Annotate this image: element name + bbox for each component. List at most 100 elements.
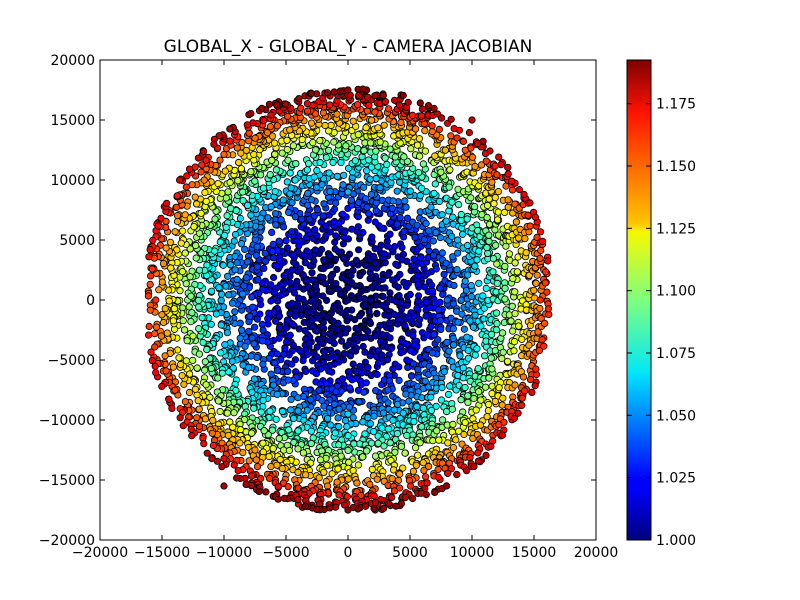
scatter-point: [456, 352, 464, 360]
scatter-point: [473, 256, 481, 264]
scatter-point: [171, 228, 179, 236]
scatter-point: [302, 277, 311, 285]
scatter-point: [435, 306, 443, 314]
scatter-point: [249, 303, 257, 311]
scatter-point: [484, 400, 493, 409]
scatter-point: [145, 253, 153, 261]
scatter-point: [230, 237, 238, 245]
scatter-point: [395, 291, 403, 300]
scatter-point: [358, 453, 367, 461]
scatter-point: [294, 394, 302, 402]
scatter-point: [163, 329, 171, 337]
scatter-point: [410, 418, 418, 426]
scatter-point: [335, 405, 343, 413]
scatter-point: [163, 199, 171, 207]
scatter-point: [481, 383, 490, 391]
scatter-point: [374, 283, 382, 291]
scatter-point: [176, 287, 184, 295]
scatter-point: [279, 223, 288, 231]
scatter-point: [421, 127, 429, 135]
scatter-point: [361, 348, 369, 356]
scatter-point: [366, 480, 374, 488]
scatter-point: [271, 210, 280, 218]
scatter-point: [313, 343, 321, 351]
scatter-point: [428, 122, 436, 130]
scatter-point: [390, 406, 399, 414]
scatter-point: [408, 111, 417, 120]
scatter-point: [281, 344, 289, 353]
scatter-point: [407, 347, 415, 355]
scatter-point: [177, 360, 185, 369]
scatter-point: [348, 376, 356, 384]
scatter-point: [288, 360, 296, 368]
scatter-point: [275, 323, 284, 332]
scatter-point: [319, 292, 327, 300]
scatter-point: [147, 272, 155, 280]
scatter-point: [320, 200, 328, 208]
scatter-point: [303, 226, 311, 234]
scatter-point: [363, 203, 371, 211]
scatter-point: [348, 225, 356, 233]
scatter-point: [363, 447, 371, 455]
scatter-point: [431, 152, 439, 160]
scatter-point: [194, 397, 202, 405]
scatter-point: [341, 228, 349, 236]
scatter-point: [434, 336, 442, 344]
scatter-point: [410, 255, 418, 263]
scatter-point: [200, 176, 208, 184]
scatter-point: [352, 324, 360, 332]
scatter-point: [536, 228, 545, 236]
scatter-point: [494, 188, 502, 196]
scatter-point: [410, 341, 419, 349]
scatter-point: [291, 312, 299, 320]
scatter-point: [178, 267, 187, 276]
scatter-point: [402, 203, 410, 211]
scatter-point: [173, 192, 181, 200]
scatter-point: [251, 446, 259, 454]
scatter-point: [450, 125, 458, 133]
scatter-point: [526, 222, 534, 230]
scatter-point: [273, 350, 281, 358]
scatter-point: [315, 386, 323, 394]
scatter-point: [257, 300, 265, 309]
scatter-point: [514, 234, 523, 242]
scatter-point: [360, 301, 369, 309]
scatter-point: [389, 416, 397, 424]
scatter-point: [179, 227, 187, 235]
scatter-point: [472, 406, 480, 414]
scatter-point: [301, 259, 309, 267]
scatter-point: [351, 157, 359, 165]
scatter-point: [344, 446, 352, 454]
scatter-point: [414, 271, 422, 279]
scatter-point: [422, 219, 430, 228]
scatter-point: [161, 352, 169, 360]
scatter-point: [252, 456, 260, 464]
scatter-point: [450, 281, 458, 290]
scatter-point: [218, 290, 226, 298]
scatter-point: [337, 158, 345, 166]
scatter-point: [446, 166, 454, 174]
scatter-point: [207, 320, 215, 328]
scatter-point: [362, 124, 370, 132]
scatter-point: [457, 396, 465, 404]
scatter-point: [387, 344, 395, 353]
scatter-point: [360, 147, 368, 155]
scatter-point: [269, 444, 277, 453]
scatter-point: [395, 363, 403, 371]
scatter-point: [414, 280, 422, 289]
scatter-point: [157, 214, 165, 222]
scatter-point: [385, 105, 393, 113]
scatter-point: [470, 203, 479, 211]
scatter-point: [175, 354, 183, 362]
scatter-point: [508, 327, 517, 335]
scatter-point: [520, 387, 529, 395]
scatter-point: [461, 383, 469, 392]
scatter-point: [492, 309, 501, 317]
scatter-point: [354, 246, 363, 254]
scatter-point: [215, 284, 223, 292]
scatter-point: [469, 323, 477, 331]
scatter-point: [345, 403, 353, 411]
scatter-point: [381, 284, 389, 292]
scatter-point: [194, 296, 203, 304]
scatter-point: [366, 352, 374, 360]
